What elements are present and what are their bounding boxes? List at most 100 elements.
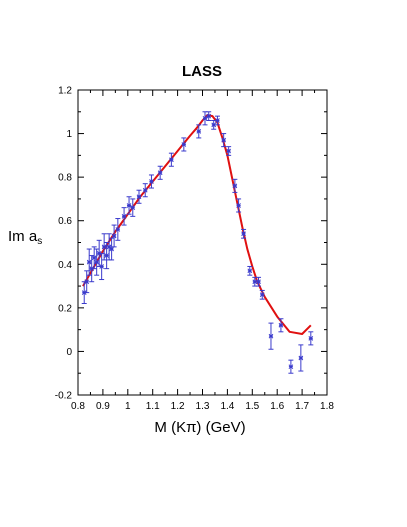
- point-marker: [136, 194, 142, 200]
- point-marker: [215, 118, 220, 123]
- data-point: [157, 165, 163, 180]
- data-point: [221, 133, 227, 148]
- point-marker: [196, 129, 202, 134]
- y-axis-label-main: Im a: [8, 228, 38, 245]
- data-point: [168, 152, 174, 167]
- data-point: [99, 252, 105, 281]
- point-marker: [126, 203, 132, 208]
- point-marker: [157, 170, 163, 176]
- data-point: [115, 218, 121, 241]
- point-marker: [181, 142, 187, 147]
- plot-frame: [77, 89, 328, 396]
- data-point: [148, 174, 154, 189]
- point-marker: [130, 205, 136, 210]
- point-marker: [206, 113, 212, 119]
- point-marker: [288, 364, 294, 370]
- data-points-layer: [81, 111, 314, 374]
- x-tick-label: 0.9: [96, 401, 110, 412]
- data-point: [91, 246, 97, 270]
- data-point: [268, 322, 274, 350]
- data-point: [109, 237, 115, 261]
- fit-curve: [82, 114, 312, 335]
- y-axis-tick-labels: -0.2 0 0.2 0.4 0.6 0.8 1 1.2: [55, 86, 73, 402]
- x-tick-label: 1: [125, 401, 131, 412]
- chart-title: LASS: [182, 63, 222, 80]
- point-marker: [298, 355, 304, 361]
- data-point: [126, 196, 132, 215]
- point-marker: [86, 259, 92, 265]
- point-marker: [268, 333, 274, 339]
- data-point: [94, 248, 100, 276]
- data-point: [232, 178, 238, 193]
- fit-curve-layer: [82, 114, 312, 335]
- y-tick-label: -0.2: [55, 391, 73, 402]
- x-tick-label: 1.3: [196, 401, 210, 412]
- data-point: [142, 183, 148, 198]
- data-point: [298, 344, 304, 372]
- point-marker: [121, 214, 127, 219]
- data-point: [308, 331, 314, 346]
- x-tick-label: 1.4: [220, 401, 234, 412]
- x-tick-label: 1.2: [171, 401, 185, 412]
- y-axis-ticks: [78, 89, 327, 396]
- data-point: [111, 224, 117, 248]
- point-marker: [84, 279, 90, 285]
- point-marker: [104, 253, 109, 258]
- data-point: [196, 124, 202, 139]
- data-point: [136, 189, 142, 204]
- y-tick-label: 0.4: [58, 260, 72, 271]
- data-point: [247, 265, 253, 276]
- data-point: [241, 228, 247, 239]
- data-point: [259, 289, 265, 300]
- point-marker: [149, 179, 154, 184]
- point-marker: [91, 255, 97, 261]
- data-point: [84, 270, 90, 294]
- y-tick-label: 0: [66, 347, 72, 358]
- point-marker: [115, 227, 121, 232]
- data-point: [121, 207, 127, 226]
- point-marker: [111, 233, 117, 239]
- data-point: [256, 276, 262, 287]
- y-tick-label: 1.2: [58, 86, 72, 97]
- data-point: [104, 242, 110, 270]
- point-marker: [252, 279, 258, 285]
- data-point: [211, 120, 217, 130]
- y-axis-label-subscript: s: [37, 236, 42, 247]
- x-tick-label: 0.8: [71, 401, 85, 412]
- x-tick-label: 1.6: [270, 401, 284, 412]
- point-marker: [278, 322, 284, 328]
- data-point: [226, 146, 232, 156]
- point-marker: [202, 115, 208, 121]
- data-point: [202, 111, 208, 126]
- y-tick-label: 0.8: [58, 173, 72, 184]
- point-marker: [232, 183, 238, 189]
- point-marker: [109, 246, 114, 252]
- y-tick-label: 1: [66, 129, 72, 140]
- x-tick-label: 1.7: [295, 401, 309, 412]
- x-tick-label: 1.8: [320, 401, 334, 412]
- y-axis-label: Im as: [8, 228, 42, 247]
- point-marker: [308, 336, 314, 341]
- data-point: [236, 198, 242, 213]
- x-axis-label: M (Kπ) (GeV): [154, 419, 245, 436]
- point-marker: [247, 268, 253, 274]
- data-point: [288, 359, 294, 374]
- x-tick-label: 1.1: [146, 401, 160, 412]
- x-axis-tick-labels: 0.8 0.9 1 1.1 1.2 1.3 1.4 1.5 1.6 1.7 1.8: [71, 401, 334, 412]
- point-marker: [256, 279, 261, 285]
- data-point: [181, 137, 187, 152]
- point-marker: [221, 137, 227, 143]
- point-marker: [259, 292, 265, 298]
- point-marker: [101, 244, 107, 250]
- y-tick-label: 0.6: [58, 216, 72, 227]
- point-marker: [94, 259, 100, 265]
- data-point: [278, 318, 284, 333]
- point-marker: [99, 264, 105, 269]
- y-tick-label: 0.2: [58, 303, 72, 314]
- data-point: [130, 198, 136, 217]
- x-tick-label: 1.5: [245, 401, 259, 412]
- point-marker: [142, 187, 148, 193]
- data-point: [101, 233, 107, 261]
- point-marker: [241, 231, 246, 237]
